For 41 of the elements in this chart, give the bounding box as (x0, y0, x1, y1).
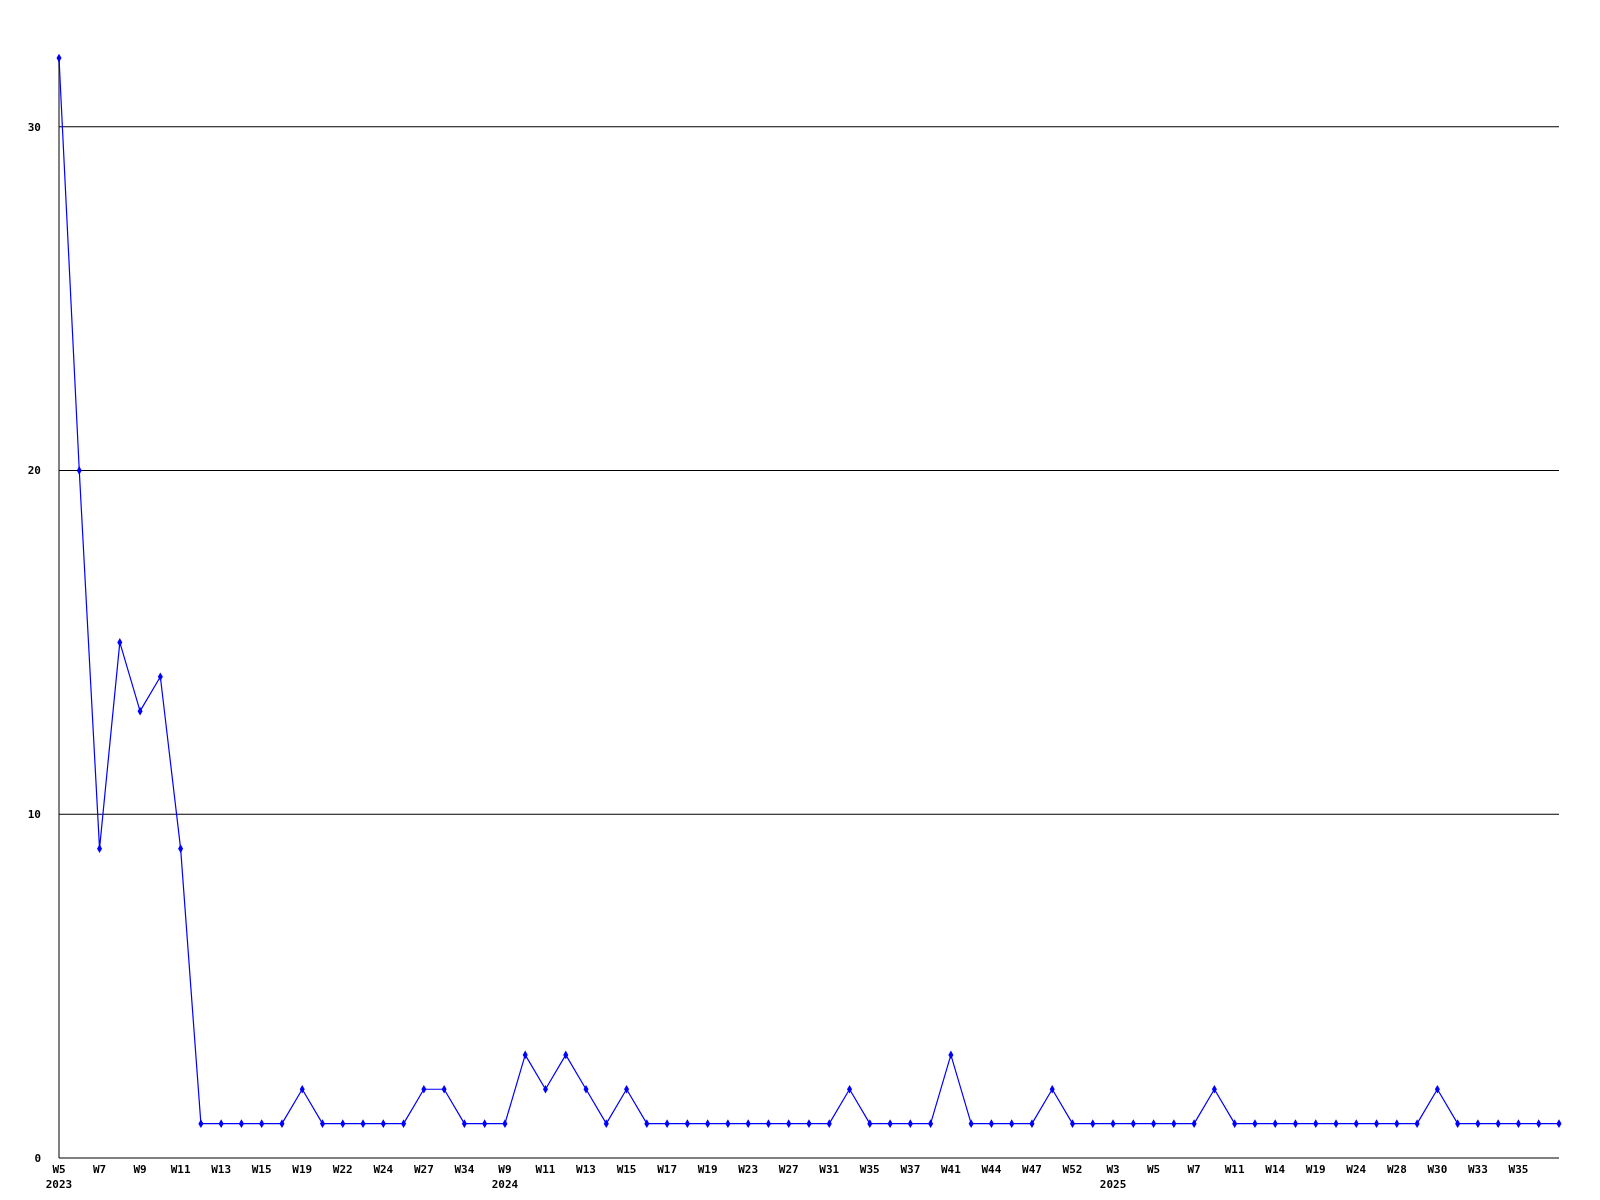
x-tick-label: W27 (413, 1163, 434, 1176)
x-tick-label: W13 (211, 1163, 232, 1176)
x-tick-label: W44 (981, 1163, 1002, 1176)
x-tick-label: W24 (1346, 1163, 1367, 1176)
x-tick-label: W3 2025 (1099, 1163, 1127, 1191)
x-tick-label: W11 (170, 1163, 191, 1176)
x-tick-label: W33 (1467, 1163, 1488, 1176)
x-tick-label: W13 (576, 1163, 596, 1176)
x-tick-label: W41 (940, 1163, 962, 1176)
x-tick-label: W47 (1022, 1163, 1042, 1176)
x-tick-label: W31 (819, 1163, 840, 1176)
x-tick-label: W5 (1146, 1163, 1161, 1176)
x-tick-label: W19 (1305, 1163, 1326, 1176)
x-tick-label: W11 (1224, 1163, 1245, 1176)
x-tick-label: W11 (535, 1163, 556, 1176)
x-tick-label: W22 (332, 1163, 353, 1176)
x-tick-label: W52 (1062, 1163, 1083, 1176)
x-tick-label: W5 2023 (45, 1163, 73, 1191)
x-tick-label: W15 (251, 1163, 272, 1176)
y-tick-label: 0 (34, 1151, 41, 1165)
x-tick-label: W15 (616, 1163, 637, 1176)
x-tick-label: W7 (1187, 1163, 1201, 1176)
x-tick-label: W24 (373, 1163, 394, 1176)
x-tick-label: W37 (900, 1163, 921, 1176)
y-tick-label: 10 (27, 808, 41, 822)
x-tick-label: W30 (1427, 1163, 1448, 1176)
x-tick-label: W27 (778, 1163, 799, 1176)
x-tick-label: W35 (859, 1163, 880, 1176)
x-tick-label: W23 (738, 1163, 759, 1176)
x-tick-label: W19 (292, 1163, 313, 1176)
y-tick-label: 20 (27, 464, 41, 478)
x-tick-label: W9 (133, 1163, 147, 1176)
x-tick-label: W7 (92, 1163, 107, 1176)
x-tick-label: W17 (657, 1163, 678, 1176)
x-tick-label: W35 (1508, 1163, 1529, 1176)
x-tick-label: W34 (454, 1163, 475, 1176)
y-tick-label: 30 (27, 120, 41, 134)
x-tick-label: W19 (697, 1163, 718, 1176)
x-tick-label: W28 (1386, 1163, 1407, 1176)
x-tick-label: W14 (1265, 1163, 1286, 1176)
x-tick-label: W9 2024 (491, 1163, 519, 1191)
